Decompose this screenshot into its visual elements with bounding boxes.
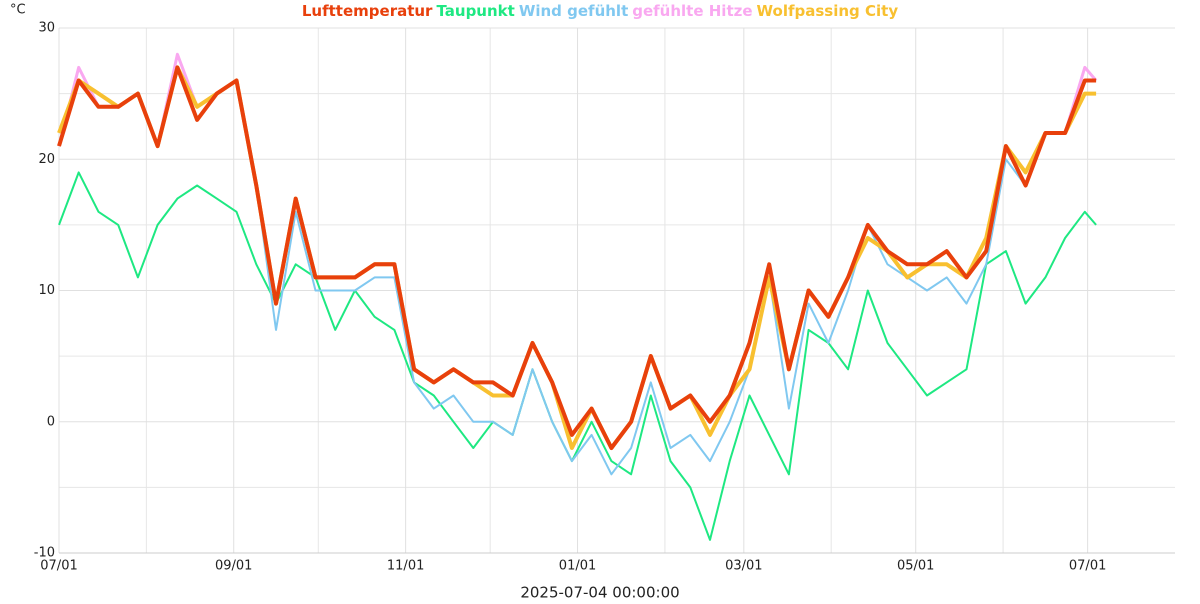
legend-item: Lufttemperatur: [301, 2, 433, 20]
legend-item: Wolfpassing City: [756, 2, 899, 20]
series-line: [57, 65, 1097, 450]
y-tick-label: 0: [47, 414, 55, 429]
y-axis-label: °C: [10, 3, 26, 18]
series-line: [58, 171, 1097, 541]
footer: 2025-07-04 00:00:00: [520, 584, 679, 601]
y-tick-label: 20: [38, 152, 55, 167]
legend-item: Wind gefühlt: [518, 2, 629, 20]
legend-item: gefühlte Hitze: [632, 2, 753, 20]
x-tick-label: 07/01: [1069, 559, 1106, 574]
x-tick-label: 05/01: [897, 559, 934, 574]
x-tick-label: 07/01: [40, 559, 77, 574]
y-tick-label: 10: [38, 283, 55, 298]
y-tick-label: -10: [34, 546, 55, 561]
legend: Lufttemperatur Taupunkt Wind gefühlt gefühl…: [0, 2, 1200, 20]
x-tick-label: 11/01: [387, 559, 424, 574]
x-tick-label: 09/01: [215, 559, 252, 574]
x-tick-label: 01/01: [559, 559, 596, 574]
legend-item: Taupunkt: [436, 2, 515, 20]
y-tick-label: 30: [38, 21, 55, 36]
x-tick-label: 03/01: [725, 559, 762, 574]
